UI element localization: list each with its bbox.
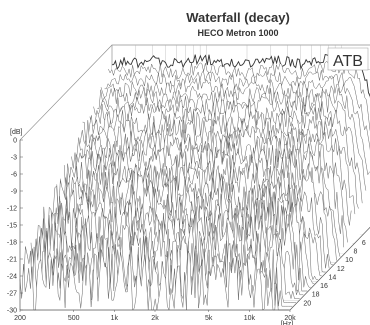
x-tick-label: 1k <box>111 315 119 322</box>
y-tick-label: -30 <box>7 308 17 315</box>
slice-line <box>108 60 370 132</box>
time-tick-label: 16 <box>320 283 328 290</box>
y-tick-label: -21 <box>7 257 17 264</box>
slice-line <box>104 70 370 151</box>
x-tick-label: 20k <box>284 315 296 322</box>
y-tick-label: -6 <box>11 172 17 179</box>
slice-fill <box>20 249 290 310</box>
time-axis-line <box>289 226 370 311</box>
time-tick-label: 14 <box>328 274 336 281</box>
x-axis-label: [Hz] <box>281 321 294 325</box>
slice-line <box>63 153 333 265</box>
slice-line <box>100 75 370 176</box>
time-tick-label: 18 <box>312 292 320 299</box>
logo-box <box>327 47 369 71</box>
chart-title: Waterfall (decay) <box>186 10 290 25</box>
y-tick-label: -15 <box>7 223 17 230</box>
y-tick-label: 0 <box>13 138 17 145</box>
slice-line <box>93 91 363 204</box>
slice-line <box>19 249 289 311</box>
chart-subtitle: HECO Metron 1000 <box>197 28 278 38</box>
y-tick-label: -9 <box>11 189 17 196</box>
slice-line <box>52 176 322 277</box>
x-tick-label: 500 <box>68 315 80 322</box>
x-tick-label: 2k <box>151 315 159 322</box>
time-tick-label: 12 <box>337 266 345 273</box>
y-tick-label: -24 <box>7 274 17 281</box>
logo-text: ATB <box>333 53 363 70</box>
time-tick-label: 8 <box>354 249 358 256</box>
x-tick-label: 5k <box>205 315 213 322</box>
slice-line <box>86 107 356 215</box>
time-tick-label: 6 <box>362 240 366 247</box>
time-tick-label: 10 <box>345 257 353 264</box>
x-tick-label: 200 <box>14 315 26 322</box>
side-edge-top <box>19 44 113 141</box>
slice-line <box>60 164 330 269</box>
y-axis-label: [dB] <box>10 129 23 136</box>
y-tick-label: -27 <box>7 291 17 298</box>
slice-line <box>89 99 359 209</box>
slice-line <box>56 172 326 273</box>
y-tick-label: -3 <box>11 155 17 162</box>
slice-line <box>23 241 293 307</box>
time-tick-label: 20 <box>303 300 311 307</box>
slice-line <box>82 115 352 226</box>
slice-fill <box>23 241 294 307</box>
y-tick-label: -18 <box>7 240 17 247</box>
y-tick-label: -12 <box>7 206 17 213</box>
waterfall-slices <box>19 52 370 311</box>
x-tick-label: 10k <box>244 315 256 322</box>
